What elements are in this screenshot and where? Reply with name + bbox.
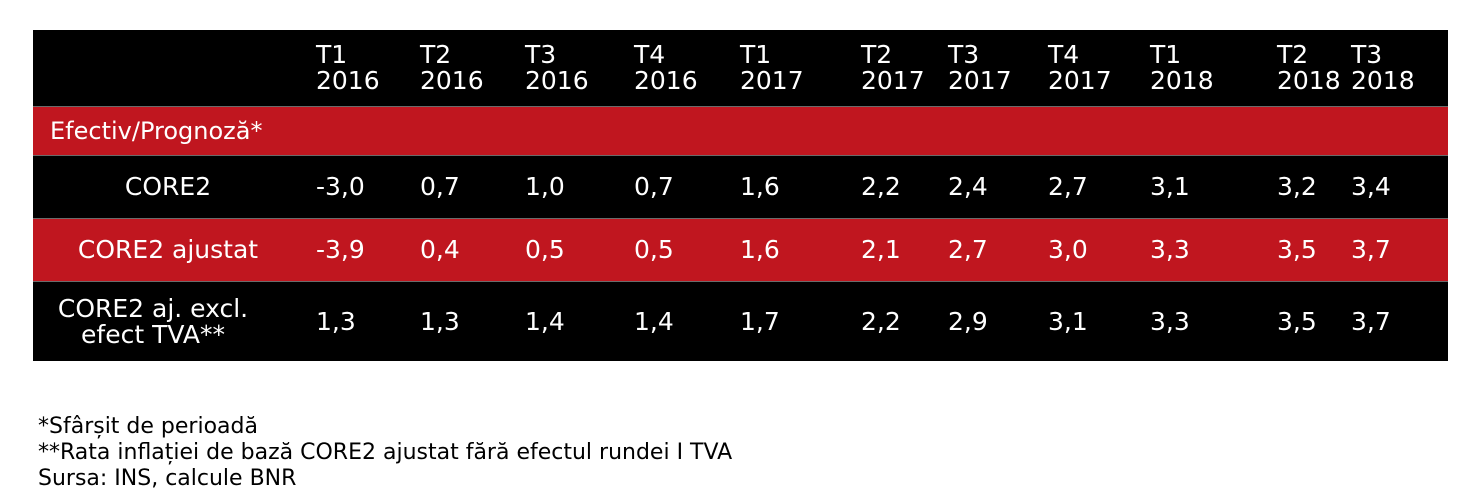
- table-cell-value: 0,5: [525, 235, 565, 264]
- column-year: 2017: [861, 66, 925, 95]
- section-label: Efectiv/Prognoză*: [50, 117, 263, 145]
- table-cell-value: 3,7: [1351, 306, 1391, 336]
- column-year: 2018: [1150, 66, 1214, 95]
- column-year: 2018: [1351, 66, 1415, 95]
- column-header: T1 2018: [1150, 30, 1214, 106]
- column-header: T2 2018: [1277, 30, 1341, 106]
- table-cell-value: 3,2: [1277, 172, 1317, 201]
- table-cell-value: 3,1: [1048, 306, 1088, 336]
- column-year: 2016: [525, 66, 589, 95]
- table-cell-value: 2,2: [861, 172, 901, 201]
- table-cell-value: 3,5: [1277, 235, 1317, 264]
- table-cell-value: -3,0: [316, 172, 365, 201]
- row-label: CORE2 ajustat: [77, 235, 259, 264]
- table-row-core2-ajustat: CORE2 ajustat -3,9 0,4 0,5 0,5 1,6 2,1 2,7 3,0 3,…: [33, 219, 1448, 282]
- section-row: Efectiv/Prognoză*: [33, 107, 1448, 156]
- column-quarter: T3: [525, 40, 557, 69]
- table-cell-value: 3,1: [1150, 172, 1190, 201]
- column-header: T3 2018: [1351, 30, 1415, 106]
- table-cell-value: 3,3: [1150, 235, 1190, 264]
- table-cell-value: 2,2: [861, 306, 901, 336]
- table-cell-value: 1,7: [740, 306, 780, 336]
- table-cell-value: 1,6: [740, 172, 780, 201]
- column-header: T3 2017: [948, 30, 1012, 106]
- column-year: 2016: [420, 66, 484, 95]
- table-cell-value: 1,3: [316, 306, 356, 336]
- table-cell-value: 1,4: [525, 306, 565, 336]
- column-quarter: T1: [740, 40, 772, 69]
- column-year: 2017: [740, 66, 804, 95]
- table-cell-value: 0,7: [634, 172, 674, 201]
- table-cell-value: 2,9: [948, 306, 988, 336]
- table-cell-value: 0,7: [420, 172, 460, 201]
- column-year: 2016: [634, 66, 698, 95]
- column-quarter: T1: [316, 40, 348, 69]
- column-year: 2018: [1277, 66, 1341, 95]
- table-cell-value: 3,4: [1351, 172, 1391, 201]
- column-header: T2 2016: [420, 30, 484, 106]
- column-header: T4 2016: [634, 30, 698, 106]
- inflation-table: T1 2016 T2 2016 T3 2016 T4 2016 T1 2017 T2 2017 T3 20…: [33, 30, 1448, 361]
- column-year: 2017: [1048, 66, 1112, 95]
- table-cell-value: 1,3: [420, 306, 460, 336]
- column-quarter: T4: [634, 40, 666, 69]
- table-cell-value: 3,3: [1150, 306, 1190, 336]
- table-cell-value: 0,5: [634, 235, 674, 264]
- table-cell-value: 0,4: [420, 235, 460, 264]
- column-header: T1 2017: [740, 30, 804, 106]
- table-cell-value: 3,5: [1277, 306, 1317, 336]
- source-note: Sursa: INS, calcule BNR: [38, 466, 297, 491]
- table-cell-value: 1,4: [634, 306, 674, 336]
- table-row-core2: CORE2 -3,0 0,7 1,0 0,7 1,6 2,2 2,4 2,7 3,1 3,2 3,4: [33, 156, 1448, 219]
- column-quarter: T1: [1150, 40, 1182, 69]
- table-cell-value: 3,0: [1048, 235, 1088, 264]
- footnotes: *Sfârșit de perioadă **Rata inflației de…: [38, 414, 732, 492]
- column-header: T3 2016: [525, 30, 589, 106]
- column-quarter: T3: [948, 40, 980, 69]
- footnote-period: *Sfârșit de perioadă: [38, 414, 258, 439]
- table-cell-value: 2,7: [948, 235, 988, 264]
- table-row-core2-excl-tva: CORE2 aj. excl. efect TVA** 1,3 1,3 1,4 1,4 1…: [33, 282, 1448, 361]
- column-header: T1 2016: [316, 30, 380, 106]
- column-year: 2016: [316, 66, 380, 95]
- column-quarter: T2: [1277, 40, 1309, 69]
- footnote-tva: **Rata inflației de bază CORE2 ajustat f…: [38, 440, 733, 465]
- table-cell-value: 2,7: [1048, 172, 1088, 201]
- table-cell-value: 1,0: [525, 172, 565, 201]
- table-cell-value: 2,4: [948, 172, 988, 201]
- column-header: T2 2017: [861, 30, 925, 106]
- table-cell-value: 3,7: [1351, 235, 1391, 264]
- column-quarter: T2: [861, 40, 893, 69]
- table-header-row: T1 2016 T2 2016 T3 2016 T4 2016 T1 2017 T2 2017 T3 20…: [33, 30, 1448, 107]
- row-label: CORE2 aj. excl. efect TVA**: [57, 293, 249, 349]
- column-quarter: T4: [1048, 40, 1080, 69]
- column-year: 2017: [948, 66, 1012, 95]
- table-cell-value: 1,6: [740, 235, 780, 264]
- table-cell-value: 2,1: [861, 235, 901, 264]
- table-cell-value: -3,9: [316, 235, 365, 264]
- column-quarter: T2: [420, 40, 452, 69]
- row-label: CORE2: [124, 172, 212, 201]
- column-quarter: T3: [1351, 40, 1383, 69]
- column-header: T4 2017: [1048, 30, 1112, 106]
